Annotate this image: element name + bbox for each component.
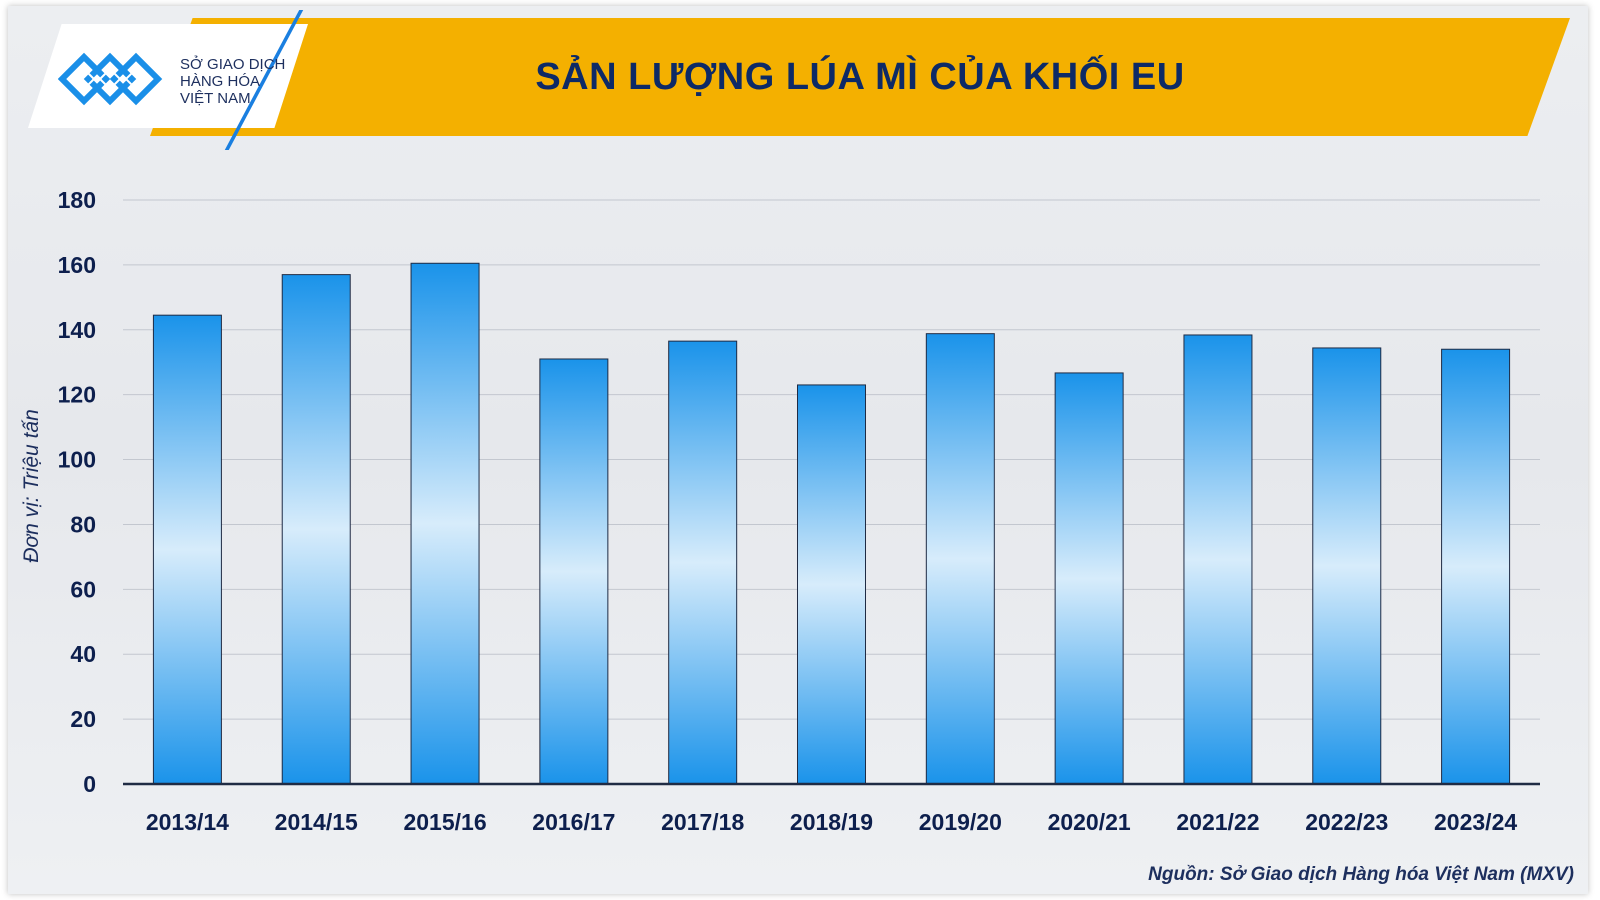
source-note: Nguồn: Sở Giao dịch Hàng hóa Việt Nam (M… [1148, 864, 1574, 885]
bar [668, 340, 738, 785]
x-tick-label: 2013/14 [146, 809, 229, 835]
y-tick-label: 120 [58, 382, 96, 408]
bar [1441, 348, 1511, 785]
logo-text: SỞ GIAO DỊCH HÀNG HÓA VIỆT NAM [180, 56, 285, 107]
bar [1312, 347, 1382, 785]
x-tick-label: 2018/19 [790, 809, 873, 835]
x-tick-label: 2021/22 [1176, 809, 1259, 835]
y-tick-label: 20 [70, 706, 96, 732]
title-banner [150, 18, 1570, 136]
logo-line-2: HÀNG HÓA [180, 73, 261, 90]
y-tick-label: 80 [70, 511, 96, 537]
logo-card [28, 24, 308, 128]
bar [539, 358, 609, 785]
y-tick-label: 160 [58, 252, 96, 278]
bar [797, 384, 866, 785]
chart-title: SẢN LƯỢNG LÚA MÌ CỦA KHỐI EU [535, 55, 1185, 98]
bar [925, 333, 995, 785]
bar [281, 274, 351, 785]
bar [410, 262, 480, 785]
bar [1054, 372, 1124, 785]
y-tick-label: 140 [58, 317, 96, 343]
x-tick-label: 2023/24 [1434, 809, 1517, 835]
bar [1183, 334, 1253, 785]
x-tick-label: 2020/21 [1048, 809, 1131, 835]
bar [152, 314, 222, 785]
x-tick-label: 2015/16 [403, 809, 486, 835]
y-tick-label: 40 [70, 641, 96, 667]
y-tick-label: 180 [58, 187, 96, 213]
x-tick-label: 2019/20 [919, 809, 1002, 835]
x-tick-label: 2022/23 [1305, 809, 1388, 835]
x-tick-label: 2017/18 [661, 809, 744, 835]
logo-line-1: SỞ GIAO DỊCH [180, 56, 286, 73]
mxv-logo-icon [58, 52, 163, 106]
logo-line-3: VIỆT NAM [180, 90, 251, 107]
x-tick-label: 2014/15 [275, 809, 358, 835]
x-tick-label: 2016/17 [532, 809, 615, 835]
y-axis-label: Đơn vị: Triệu tấn [20, 409, 43, 563]
y-tick-label: 100 [58, 447, 96, 473]
y-tick-label: 0 [83, 771, 96, 797]
y-tick-label: 60 [70, 576, 96, 602]
